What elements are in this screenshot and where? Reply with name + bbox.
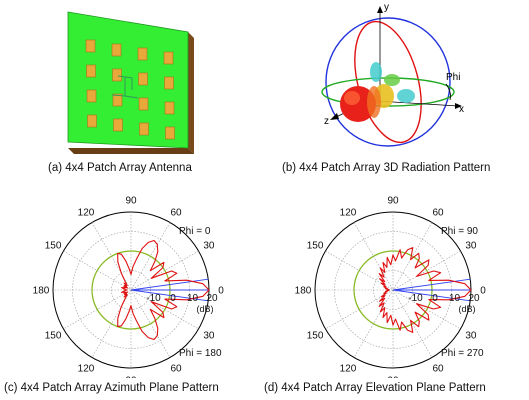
z-arrow-icon <box>330 113 339 120</box>
angle-label: 0 <box>218 286 224 297</box>
elevation-polar-chart: 90 60 30 0 120 150 180 150 120 90 60 30 -10 0 10 20(dB)… <box>295 196 487 387</box>
angle-label: 30 <box>465 331 477 342</box>
azimuth-panel: 90 60 30 0 120 150 180 150 120 90 60 30 -10 0 10 20(dB)… <box>0 192 262 387</box>
substrate-side <box>188 32 194 154</box>
angle-label: 150 <box>45 241 62 252</box>
radial-unit-label: (dB) <box>458 304 475 314</box>
angle-label: 180 <box>33 286 50 297</box>
radial-tick-label: 10 <box>187 293 199 304</box>
angle-label: 120 <box>340 208 357 219</box>
caption-c: (c) 4x4 Patch Array Azimuth Plane Patter… <box>4 382 219 394</box>
axis-y-label: y <box>384 2 389 13</box>
patch-array-antenna-illustration <box>67 11 194 154</box>
patch-element <box>164 101 175 115</box>
pattern-curve <box>378 247 472 333</box>
angle-label: 150 <box>307 331 324 342</box>
patch-element <box>138 97 149 111</box>
sidelobe-green <box>384 74 400 86</box>
patch-grid <box>85 39 175 140</box>
substrate-front <box>67 11 189 149</box>
caption-a: (a) 4x4 Patch Array Antenna <box>48 162 192 174</box>
angle-label: 60 <box>432 363 444 374</box>
angle-label: 150 <box>307 241 324 252</box>
patch-element <box>111 43 122 57</box>
angle-label: 60 <box>170 208 182 219</box>
axis-z-label: z <box>324 116 329 127</box>
patch-element <box>112 68 122 82</box>
patch-element <box>85 39 96 53</box>
beam-line <box>130 289 209 302</box>
angle-label: 90 <box>387 196 399 207</box>
sidelobe-cyan <box>370 62 382 82</box>
main-lobe-rim <box>367 86 381 118</box>
beam-line <box>392 278 471 291</box>
angle-label: 30 <box>465 241 477 252</box>
phi-top-label: Phi = 90 <box>441 226 478 237</box>
angle-label: 90 <box>125 196 137 207</box>
radiation-3d-illustration: y x z Phi <box>321 2 464 147</box>
patch-element <box>138 72 148 86</box>
caption-b: (b) 4x4 Patch Array 3D Radiation Pattern <box>282 162 491 174</box>
phi-bottom-label: Phi = 180 <box>179 348 222 359</box>
patch-element <box>87 114 97 128</box>
angle-label: 30 <box>203 241 215 252</box>
azimuth-polar-chart: 90 60 30 0 120 150 180 150 120 90 60 30 -10 0 10 20(dB)… <box>33 196 225 387</box>
beam-line <box>392 289 471 302</box>
elevation-panel: 90 60 30 0 120 150 180 150 120 90 60 30 -10 0 10 20(dB)… <box>262 192 524 387</box>
x-arrow-icon <box>455 103 462 109</box>
angle-label: 120 <box>78 208 95 219</box>
angle-label: 30 <box>203 331 215 342</box>
substrate-bottom <box>68 148 194 154</box>
radial-tick-label: -10 <box>408 293 423 304</box>
angle-label: 60 <box>432 208 444 219</box>
phi-bottom-label: Phi = 270 <box>441 348 484 359</box>
patch-element <box>163 51 174 65</box>
antenna-panel <box>40 6 210 156</box>
pattern-curve <box>117 239 210 341</box>
radial-tick-label: -10 <box>146 293 161 304</box>
angle-label: 180 <box>295 286 312 297</box>
angle-label: 60 <box>170 363 182 374</box>
radial-tick-label: 20 <box>468 293 480 304</box>
axis-x-label: x <box>459 104 464 115</box>
phi-top-label: Phi = 0 <box>179 226 211 237</box>
radial-tick-label: 10 <box>449 293 461 304</box>
patch-element <box>86 64 96 78</box>
angle-label: 120 <box>340 363 357 374</box>
patch-element <box>164 76 174 90</box>
angle-label: 0 <box>480 286 486 297</box>
angle-label: 120 <box>78 363 95 374</box>
angle-label: 90 <box>125 376 137 379</box>
phi-arrow-icon <box>445 83 451 101</box>
caption-d: (d) 4x4 Patch Array Elevation Plane Patt… <box>264 382 486 394</box>
radiation-3d-panel: y x z Phi <box>300 0 480 158</box>
radial-tick-label: 0 <box>432 293 438 304</box>
angle-label: 150 <box>45 331 62 342</box>
blue-great-circle <box>325 17 451 147</box>
sidelobe-cyan-right <box>397 89 415 103</box>
patch-element <box>139 122 149 136</box>
radial-unit-label: (dB) <box>196 304 213 314</box>
radial-tick-label: 0 <box>170 293 176 304</box>
y-arrow-icon <box>377 6 383 13</box>
patch-element <box>86 89 97 103</box>
phi-label: Phi <box>446 72 460 83</box>
patch-element <box>137 47 148 61</box>
patch-element <box>165 126 175 140</box>
beam-line <box>130 278 209 291</box>
radial-tick-label: 20 <box>206 293 218 304</box>
angle-label: 90 <box>387 376 399 379</box>
feed-network <box>111 75 139 99</box>
patch-element <box>113 118 123 132</box>
main-lobe-highlight <box>344 91 360 105</box>
patch-element <box>112 93 123 107</box>
